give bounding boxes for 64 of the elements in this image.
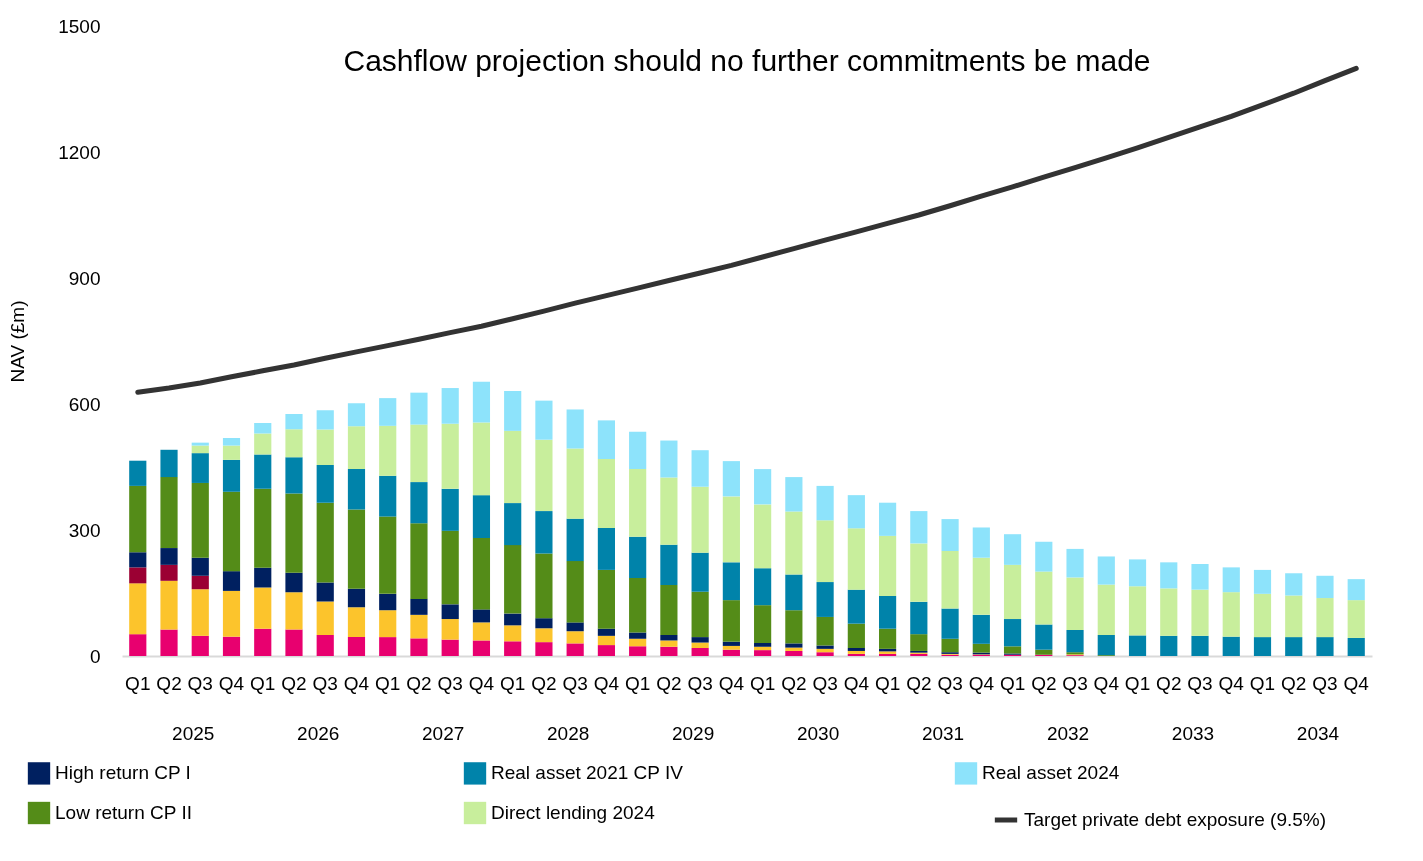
legend-label: Direct lending 2024	[491, 802, 656, 823]
text: 2034	[1296, 723, 1340, 744]
x-tick-label: Q1	[375, 672, 401, 694]
x-tick-label: Q4	[843, 672, 870, 694]
text: 2026	[297, 723, 340, 744]
text: Cashflow projection should no further commitments be made	[343, 44, 1151, 77]
x-tick-label: Q3	[187, 672, 213, 694]
x-tick-label: Q2	[656, 672, 682, 694]
x-tick-label: Q4	[218, 672, 245, 694]
x-tick-label: Q1	[874, 672, 901, 694]
legend-label: Real asset 2024	[982, 762, 1120, 784]
x-tick-label: Q1	[749, 672, 776, 694]
x-tick-label: Q3	[1187, 672, 1213, 694]
x-tick-label: Q2	[156, 672, 182, 694]
x-tick-label: Q1	[250, 672, 276, 694]
text: 2032	[1046, 723, 1090, 744]
x-tick-label: Q1	[125, 672, 151, 694]
x-tick-label: Q1	[1249, 672, 1276, 694]
x-tick-label: Q1	[500, 672, 526, 694]
x-tick-label: Q4	[593, 672, 620, 694]
legend-label: Real asset 2021 CP IV	[491, 762, 684, 784]
x-tick-label: Q2	[781, 672, 807, 694]
x-tick-label: Q4	[718, 672, 745, 694]
x-tick-label: Q2	[281, 672, 307, 694]
legend-label: High return CP I	[55, 762, 191, 784]
x-tick-label: Q3	[562, 672, 588, 694]
text: 2033	[1171, 723, 1215, 744]
y-tick-label: 600	[68, 393, 101, 415]
x-tick-label: Q4	[468, 672, 495, 694]
text: 2028	[547, 723, 590, 744]
x-tick-label: Q2	[1281, 672, 1307, 694]
x-tick-label: Q4	[343, 672, 370, 694]
x-tick-label: Q3	[1312, 672, 1338, 694]
x-tick-label: Q1	[1124, 672, 1151, 694]
x-tick-label: Q1	[624, 672, 651, 694]
text: 2031	[921, 723, 965, 744]
y-axis-title: NAV (£m)	[7, 300, 29, 383]
text: 2029	[671, 723, 715, 744]
x-tick-label: Q3	[812, 672, 838, 694]
x-tick-label: Q1	[999, 672, 1026, 694]
y-tick-label: 900	[68, 267, 101, 289]
x-tick-label: Q4	[1218, 672, 1245, 694]
x-tick-label: Q2	[406, 672, 432, 694]
x-tick-label: Q3	[437, 672, 463, 694]
y-tick-label: 1200	[58, 141, 101, 163]
x-tick-label: Q3	[1062, 672, 1088, 694]
x-tick-label: Q3	[687, 672, 713, 694]
x-tick-label: Q2	[1156, 672, 1182, 694]
x-tick-label: Q2	[1031, 672, 1057, 694]
y-tick-label: 300	[68, 519, 101, 541]
y-tick-label: 1500	[58, 15, 101, 37]
x-tick-label: Q4	[1343, 672, 1370, 694]
x-tick-label: Q2	[906, 672, 932, 694]
x-tick-label: Q3	[937, 672, 963, 694]
text: 2025	[172, 723, 215, 744]
x-tick-label: Q3	[312, 672, 338, 694]
text: 2027	[422, 723, 465, 744]
y-tick-label: 0	[89, 645, 101, 667]
text: 2030	[796, 723, 840, 744]
x-tick-label: Q4	[1093, 672, 1120, 694]
x-tick-label: Q4	[968, 672, 995, 694]
legend-label: Low return CP II	[55, 802, 192, 823]
x-tick-label: Q2	[531, 672, 557, 694]
legend-label: Target private debt exposure (9.5%)	[1024, 809, 1327, 830]
